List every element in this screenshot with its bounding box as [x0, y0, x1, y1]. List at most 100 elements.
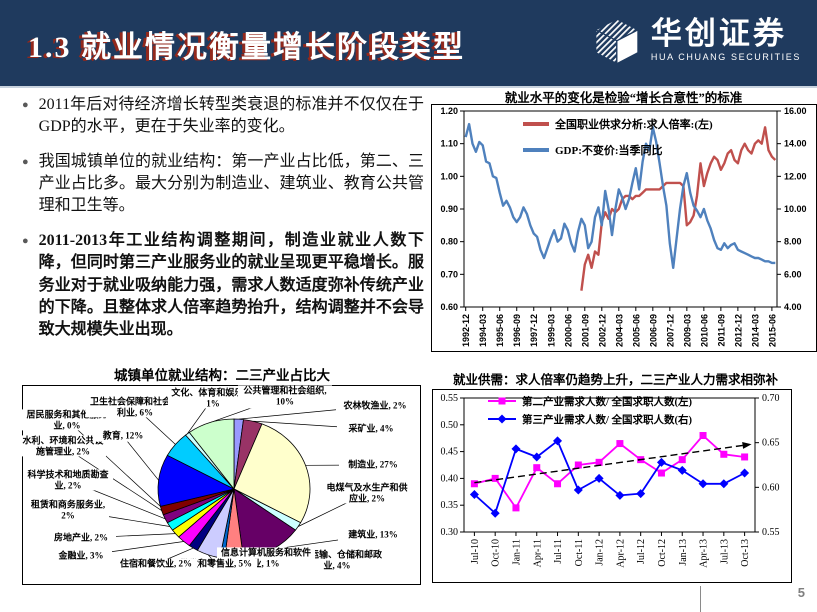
svg-text:1995-06: 1995-06 [495, 314, 505, 347]
pie-label-7: 批发和零售业, 5% [175, 558, 257, 570]
svg-text:Apr-13: Apr-13 [699, 539, 710, 568]
svg-text:0.60: 0.60 [762, 482, 780, 493]
chart-title-employment-gdp: 就业水平的变化是检验“增长合意性”的标准 [504, 91, 743, 105]
svg-text:Oct-11: Oct-11 [574, 539, 585, 566]
svg-text:全国职业供求分析:求人倍率:(左): 全国职业供求分析:求人倍率:(左) [554, 117, 713, 131]
pie-label-16: 卫生社会保障和社会福利业, 6% [86, 396, 184, 418]
svg-text:0.90: 0.90 [440, 204, 458, 214]
bullet-icon: ● [22, 99, 29, 111]
bullet-item: ● 2011年后对待经济增长转型类衰退的标准并不仅仅在于GDP的水平，更在于失业… [14, 94, 424, 138]
bullet-item: ● 我国城镇单位的就业结构：第一产业占比低，第二、三产业占比多。最大分别为制造业… [14, 151, 424, 217]
pie-label-3: 电煤气及水生产和供应业, 2% [322, 482, 412, 504]
pie-label-8: 住宿和餐饮业, 2% [115, 558, 197, 570]
svg-text:0.70: 0.70 [440, 269, 458, 279]
chart-title-supply-demand: 就业供需：求人倍率仍趋势上升，二三产业人力需求相弥补 [452, 373, 778, 387]
svg-text:0.55: 0.55 [762, 527, 780, 538]
trend-arrow-icon [742, 441, 752, 449]
svg-text:0.30: 0.30 [441, 527, 459, 538]
pie-plot [62, 395, 376, 565]
logo-text-block: 华创证券 HUA CHUANG SECURITIES [651, 18, 801, 62]
bullet-text: 2011年后对待经济增长转型类衰退的标准并不仅仅在于GDP的水平，更在于失业率的… [38, 96, 424, 136]
svg-text:Jan-13: Jan-13 [678, 539, 689, 566]
trend-line [474, 444, 745, 484]
svg-text:2007-12: 2007-12 [665, 314, 675, 347]
pie-slice-2 [233, 423, 311, 524]
supply-demand-plot-series-1 [473, 440, 746, 515]
footer-divider-line [700, 586, 701, 612]
pie-label-12: 科学技术和地质勘查业, 2% [23, 469, 113, 491]
svg-text:0.45: 0.45 [441, 447, 459, 458]
svg-text:Jul-10: Jul-10 [470, 539, 481, 564]
pie-label-0: 农林牧渔业, 2% [336, 400, 414, 412]
svg-text:0.70: 0.70 [762, 393, 780, 404]
svg-text:GDP:不变价:当季同比: GDP:不变价:当季同比 [555, 143, 663, 157]
logo-cube-icon [594, 18, 640, 65]
svg-text:Oct-13: Oct-13 [740, 539, 751, 567]
svg-text:1996-09: 1996-09 [512, 314, 522, 347]
supply-demand-chart: 0.55 0.50 0.45 0.40 0.35 0.30 0.70 0.65 0.60 0.55… [432, 389, 792, 583]
svg-text:0.65: 0.65 [762, 438, 780, 449]
pie-label-11: 租赁和商务服务业, 2% [27, 499, 109, 521]
svg-text:1.10: 1.10 [440, 139, 458, 149]
pie-label-2: 制造业, 27% [339, 459, 407, 471]
logo-subtitle: HUA CHUANG SECURITIES [650, 52, 801, 62]
svg-text:2000-06: 2000-06 [563, 314, 573, 347]
svg-text:2010-06: 2010-06 [699, 314, 709, 347]
svg-text:2004-03: 2004-03 [614, 314, 624, 347]
svg-text:1992-12: 1992-12 [461, 314, 471, 347]
svg-text:4.00: 4.00 [784, 302, 802, 312]
page-number: 5 [797, 585, 805, 600]
svg-text:Apr-12: Apr-12 [615, 539, 626, 568]
svg-text:12.00: 12.00 [784, 171, 807, 181]
pie-label-18: 公共管理和社会组织, 10% [238, 385, 332, 407]
svg-text:0.40: 0.40 [441, 473, 459, 484]
slide-header: 1.3 就业情况衡量增长阶段类型 华创证券 HUA CHUANG SECURIT… [0, 0, 817, 88]
employment-gdp-plot-series-1 [464, 122, 776, 270]
svg-text:0.55: 0.55 [441, 393, 459, 404]
pie-label-15: 教育, 12% [93, 430, 153, 442]
employment-gdp-plot: 1.20 1.10 1.00 0.90 0.80 0.70 0.60 16.00 14.00 12… [440, 106, 807, 347]
employment-gdp-chart: 1.20 1.10 1.00 0.90 0.80 0.70 0.60 16.00 14.00 12… [431, 104, 817, 352]
pie-label-17: 文化、体育和娱乐业, 1% [168, 387, 258, 409]
svg-text:1994-03: 1994-03 [478, 314, 488, 347]
pie-label-1: 采矿业, 4% [337, 423, 405, 435]
employment-gdp-plot-series-0 [580, 126, 777, 291]
bullet-icon: ● [22, 235, 29, 248]
svg-text:2014-03: 2014-03 [750, 314, 760, 347]
svg-text:Apr-11: Apr-11 [532, 539, 543, 567]
svg-text:6.00: 6.00 [784, 269, 802, 279]
svg-text:0.60: 0.60 [440, 302, 458, 312]
svg-text:1999-03: 1999-03 [546, 314, 556, 347]
svg-text:Jul-13: Jul-13 [719, 539, 730, 564]
svg-text:第二产业需求人数/ 全国求职人数(左): 第二产业需求人数/ 全国求职人数(左) [522, 395, 693, 408]
pie-label-4: 建筑业, 13% [338, 529, 408, 541]
svg-text:第三产业需求人数/ 全国求职人数(右): 第三产业需求人数/ 全国求职人数(右) [522, 413, 693, 426]
logo-name: 华创证券 [650, 16, 787, 51]
pie-label-10: 房地产业, 2% [46, 532, 116, 544]
bullet-text: 2011-2013年工业结构调整期间，制造业就业人数下降，但同时第三产业服务业的… [38, 232, 424, 338]
svg-text:0.35: 0.35 [441, 500, 459, 511]
chart-title-employment-structure: 城镇单位就业结构：二三产业占比大 [114, 368, 330, 383]
svg-text:Oct-10: Oct-10 [491, 539, 502, 567]
svg-text:10.00: 10.00 [784, 204, 807, 214]
bullet-text: 我国城镇单位的就业结构：第一产业占比低，第二、三产业占比多。最大分别为制造业、建… [38, 153, 424, 215]
svg-text:2001-09: 2001-09 [580, 314, 590, 347]
svg-text:2002-12: 2002-12 [597, 314, 607, 347]
svg-text:Jan-11: Jan-11 [511, 539, 522, 565]
svg-text:Jul-11: Jul-11 [553, 539, 564, 564]
svg-text:14.00: 14.00 [784, 139, 807, 149]
huachuang-logo: 华创证券 HUA CHUANG SECURITIES [589, 13, 801, 67]
svg-text:0.50: 0.50 [441, 420, 459, 431]
svg-text:Oct-12: Oct-12 [657, 539, 668, 567]
svg-text:1.00: 1.00 [440, 171, 458, 181]
svg-text:1.20: 1.20 [440, 106, 458, 116]
supply-demand-plot: 0.55 0.50 0.45 0.40 0.35 0.30 0.70 0.65 0.60 0.55… [441, 393, 780, 568]
svg-text:0.80: 0.80 [440, 237, 458, 247]
supply-demand-plot-series-0 [474, 434, 745, 509]
svg-text:2005-06: 2005-06 [631, 314, 641, 347]
pie-label-13: 水利、环境和公共设施管理业, 2% [20, 435, 106, 457]
bullet-list: ● 2011年后对待经济增长转型类衰退的标准并不仅仅在于GDP的水平，更在于失业… [14, 94, 424, 354]
employment-structure-pie: 农林牧渔业, 2% 采矿业, 4% 制造业, 27% 电煤气及水生产和供应业, 2% 建… [20, 385, 421, 585]
bullet-item: ● 2011-2013年工业结构调整期间，制造业就业人数下降，但同时第三产业服务… [14, 230, 424, 340]
